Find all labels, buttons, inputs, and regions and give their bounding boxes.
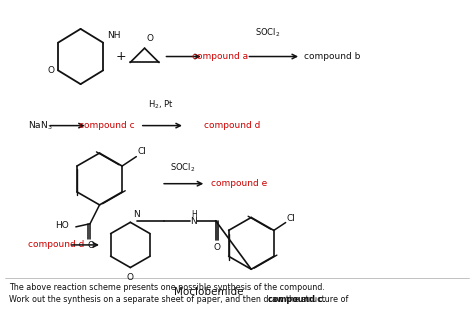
Text: +: + <box>116 50 126 63</box>
Text: Moclobemide: Moclobemide <box>174 287 243 297</box>
Text: H: H <box>191 210 197 219</box>
Text: Work out the synthesis on a separate sheet of paper, and then draw the structure: Work out the synthesis on a separate she… <box>9 295 351 304</box>
Text: Cl: Cl <box>137 147 146 156</box>
Text: compound d: compound d <box>28 241 85 249</box>
Text: HO: HO <box>55 221 69 230</box>
Text: compound e: compound e <box>211 179 267 188</box>
Text: compound b: compound b <box>304 52 361 61</box>
Text: NaN$_3$: NaN$_3$ <box>28 119 53 132</box>
Text: NH: NH <box>107 30 120 40</box>
Text: O: O <box>88 241 94 250</box>
Text: O: O <box>147 34 154 42</box>
Text: compound c: compound c <box>79 121 135 130</box>
Text: N: N <box>133 210 139 219</box>
Text: O: O <box>47 66 54 75</box>
Text: O: O <box>213 243 220 252</box>
Text: The above reaction scheme presents one possible synthesis of the compound.: The above reaction scheme presents one p… <box>9 283 325 292</box>
Text: compound a: compound a <box>192 52 248 61</box>
Text: SOCl$_2$: SOCl$_2$ <box>255 27 281 39</box>
Text: compound c.: compound c. <box>268 295 326 304</box>
Text: compound d: compound d <box>204 121 260 130</box>
Text: H$_2$, Pt: H$_2$, Pt <box>148 99 174 111</box>
Text: Cl: Cl <box>287 214 295 223</box>
Text: O: O <box>127 273 134 282</box>
Text: N: N <box>191 217 197 226</box>
Text: SOCl$_2$: SOCl$_2$ <box>170 162 195 174</box>
